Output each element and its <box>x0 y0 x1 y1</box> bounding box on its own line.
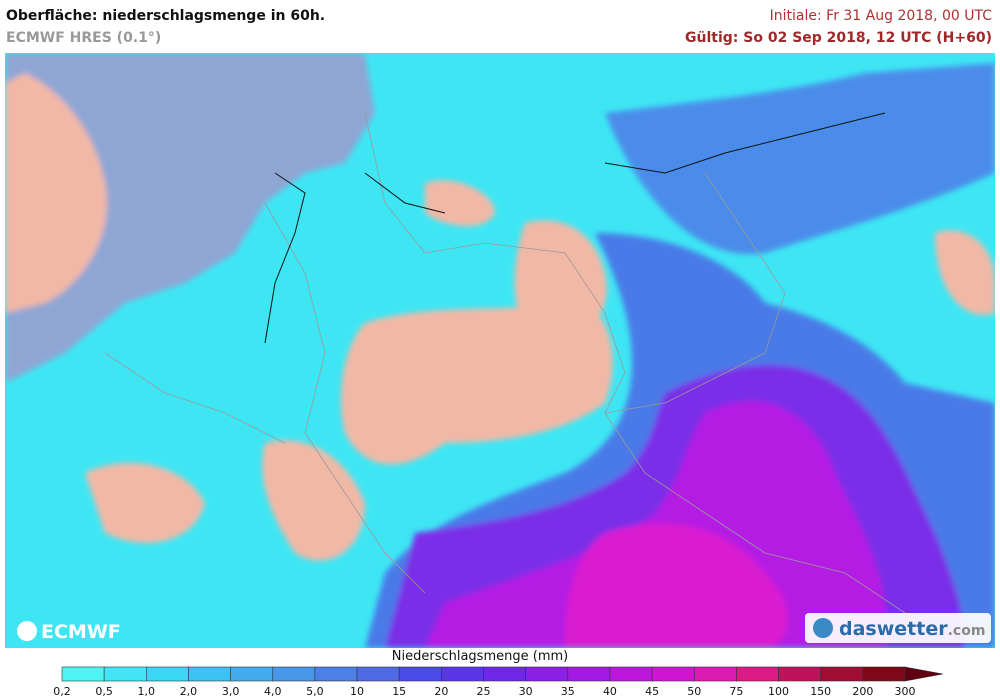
legend-arrow <box>904 666 944 682</box>
legend-title: Niederschlagsmenge (mm) <box>392 649 568 664</box>
legend-tick-label: 75 <box>729 685 743 698</box>
legend-tick-label: 35 <box>561 685 575 698</box>
svg-text:daswetter.com: daswetter.com <box>839 618 985 640</box>
legend-tick-label: 0,2 <box>53 685 71 698</box>
legend-swatch <box>862 666 906 682</box>
legend-tick-label: 25 <box>477 685 491 698</box>
legend-swatch <box>146 666 189 682</box>
legend-tick-label: 200 <box>852 685 873 698</box>
valid-time: Gültig: So 02 Sep 2018, 12 UTC (H+60) <box>685 30 992 46</box>
legend-swatch <box>103 666 147 682</box>
legend-swatch <box>693 666 737 682</box>
map: ECMWF daswetter.com <box>5 53 995 648</box>
legend-swatch <box>736 666 779 682</box>
legend-swatch <box>314 666 358 682</box>
legend-tick-label: 15 <box>392 685 406 698</box>
legend-tick-label: 2,0 <box>180 685 198 698</box>
legend-swatch <box>188 666 231 682</box>
legend-tick-label: 300 <box>895 685 916 698</box>
logo-text: daswetter <box>839 618 948 640</box>
legend-swatch <box>483 666 526 682</box>
legend-tick-label: 30 <box>519 685 533 698</box>
logo-text: ECMWF <box>41 621 121 643</box>
legend-tick-label: 0,5 <box>95 685 113 698</box>
legend-tick-label: 45 <box>645 685 659 698</box>
legend-tick-label: 100 <box>768 685 789 698</box>
legend-swatch <box>567 666 611 682</box>
legend-swatch <box>441 666 484 682</box>
legend-swatch <box>609 666 653 682</box>
legend: Niederschlagsmenge (mm) 0,2 0,5 1,0 2,0 3,0 4… <box>53 649 944 698</box>
legend-swatch <box>525 666 569 682</box>
legend-swatch <box>230 666 274 682</box>
legend-tick-label: 50 <box>687 685 701 698</box>
init-time: Initiale: Fr 31 Aug 2018, 00 UTC <box>769 8 992 24</box>
legend-tick-label: 150 <box>810 685 831 698</box>
legend-tick-label: 1,0 <box>138 685 156 698</box>
ecmwf-logo: ECMWF <box>17 621 121 643</box>
legend-tick-label: 3,0 <box>222 685 240 698</box>
daswetter-logo: daswetter.com <box>805 613 991 643</box>
legend-tick-label: 40 <box>603 685 617 698</box>
legend-swatch <box>398 666 442 682</box>
legend-swatch <box>356 666 400 682</box>
precip-field <box>5 53 995 648</box>
legend-tick-label: 10 <box>350 685 364 698</box>
legend-swatch <box>820 666 864 682</box>
legend-tick-label: 5,0 <box>306 685 324 698</box>
logo-suffix: .com <box>948 623 986 639</box>
subtitle: ECMWF HRES (0.1°) <box>6 30 162 46</box>
borders <box>104 112 906 614</box>
legend-swatch <box>61 666 105 682</box>
title: Oberfläche: niederschlagsmenge in 60h. <box>6 8 326 24</box>
legend-tick-label: 4,0 <box>264 685 282 698</box>
legend-swatch <box>651 666 695 682</box>
legend-tick-label: 20 <box>434 685 448 698</box>
coastline <box>264 112 886 344</box>
legend-swatch <box>272 666 316 682</box>
legend-swatch <box>778 666 821 682</box>
